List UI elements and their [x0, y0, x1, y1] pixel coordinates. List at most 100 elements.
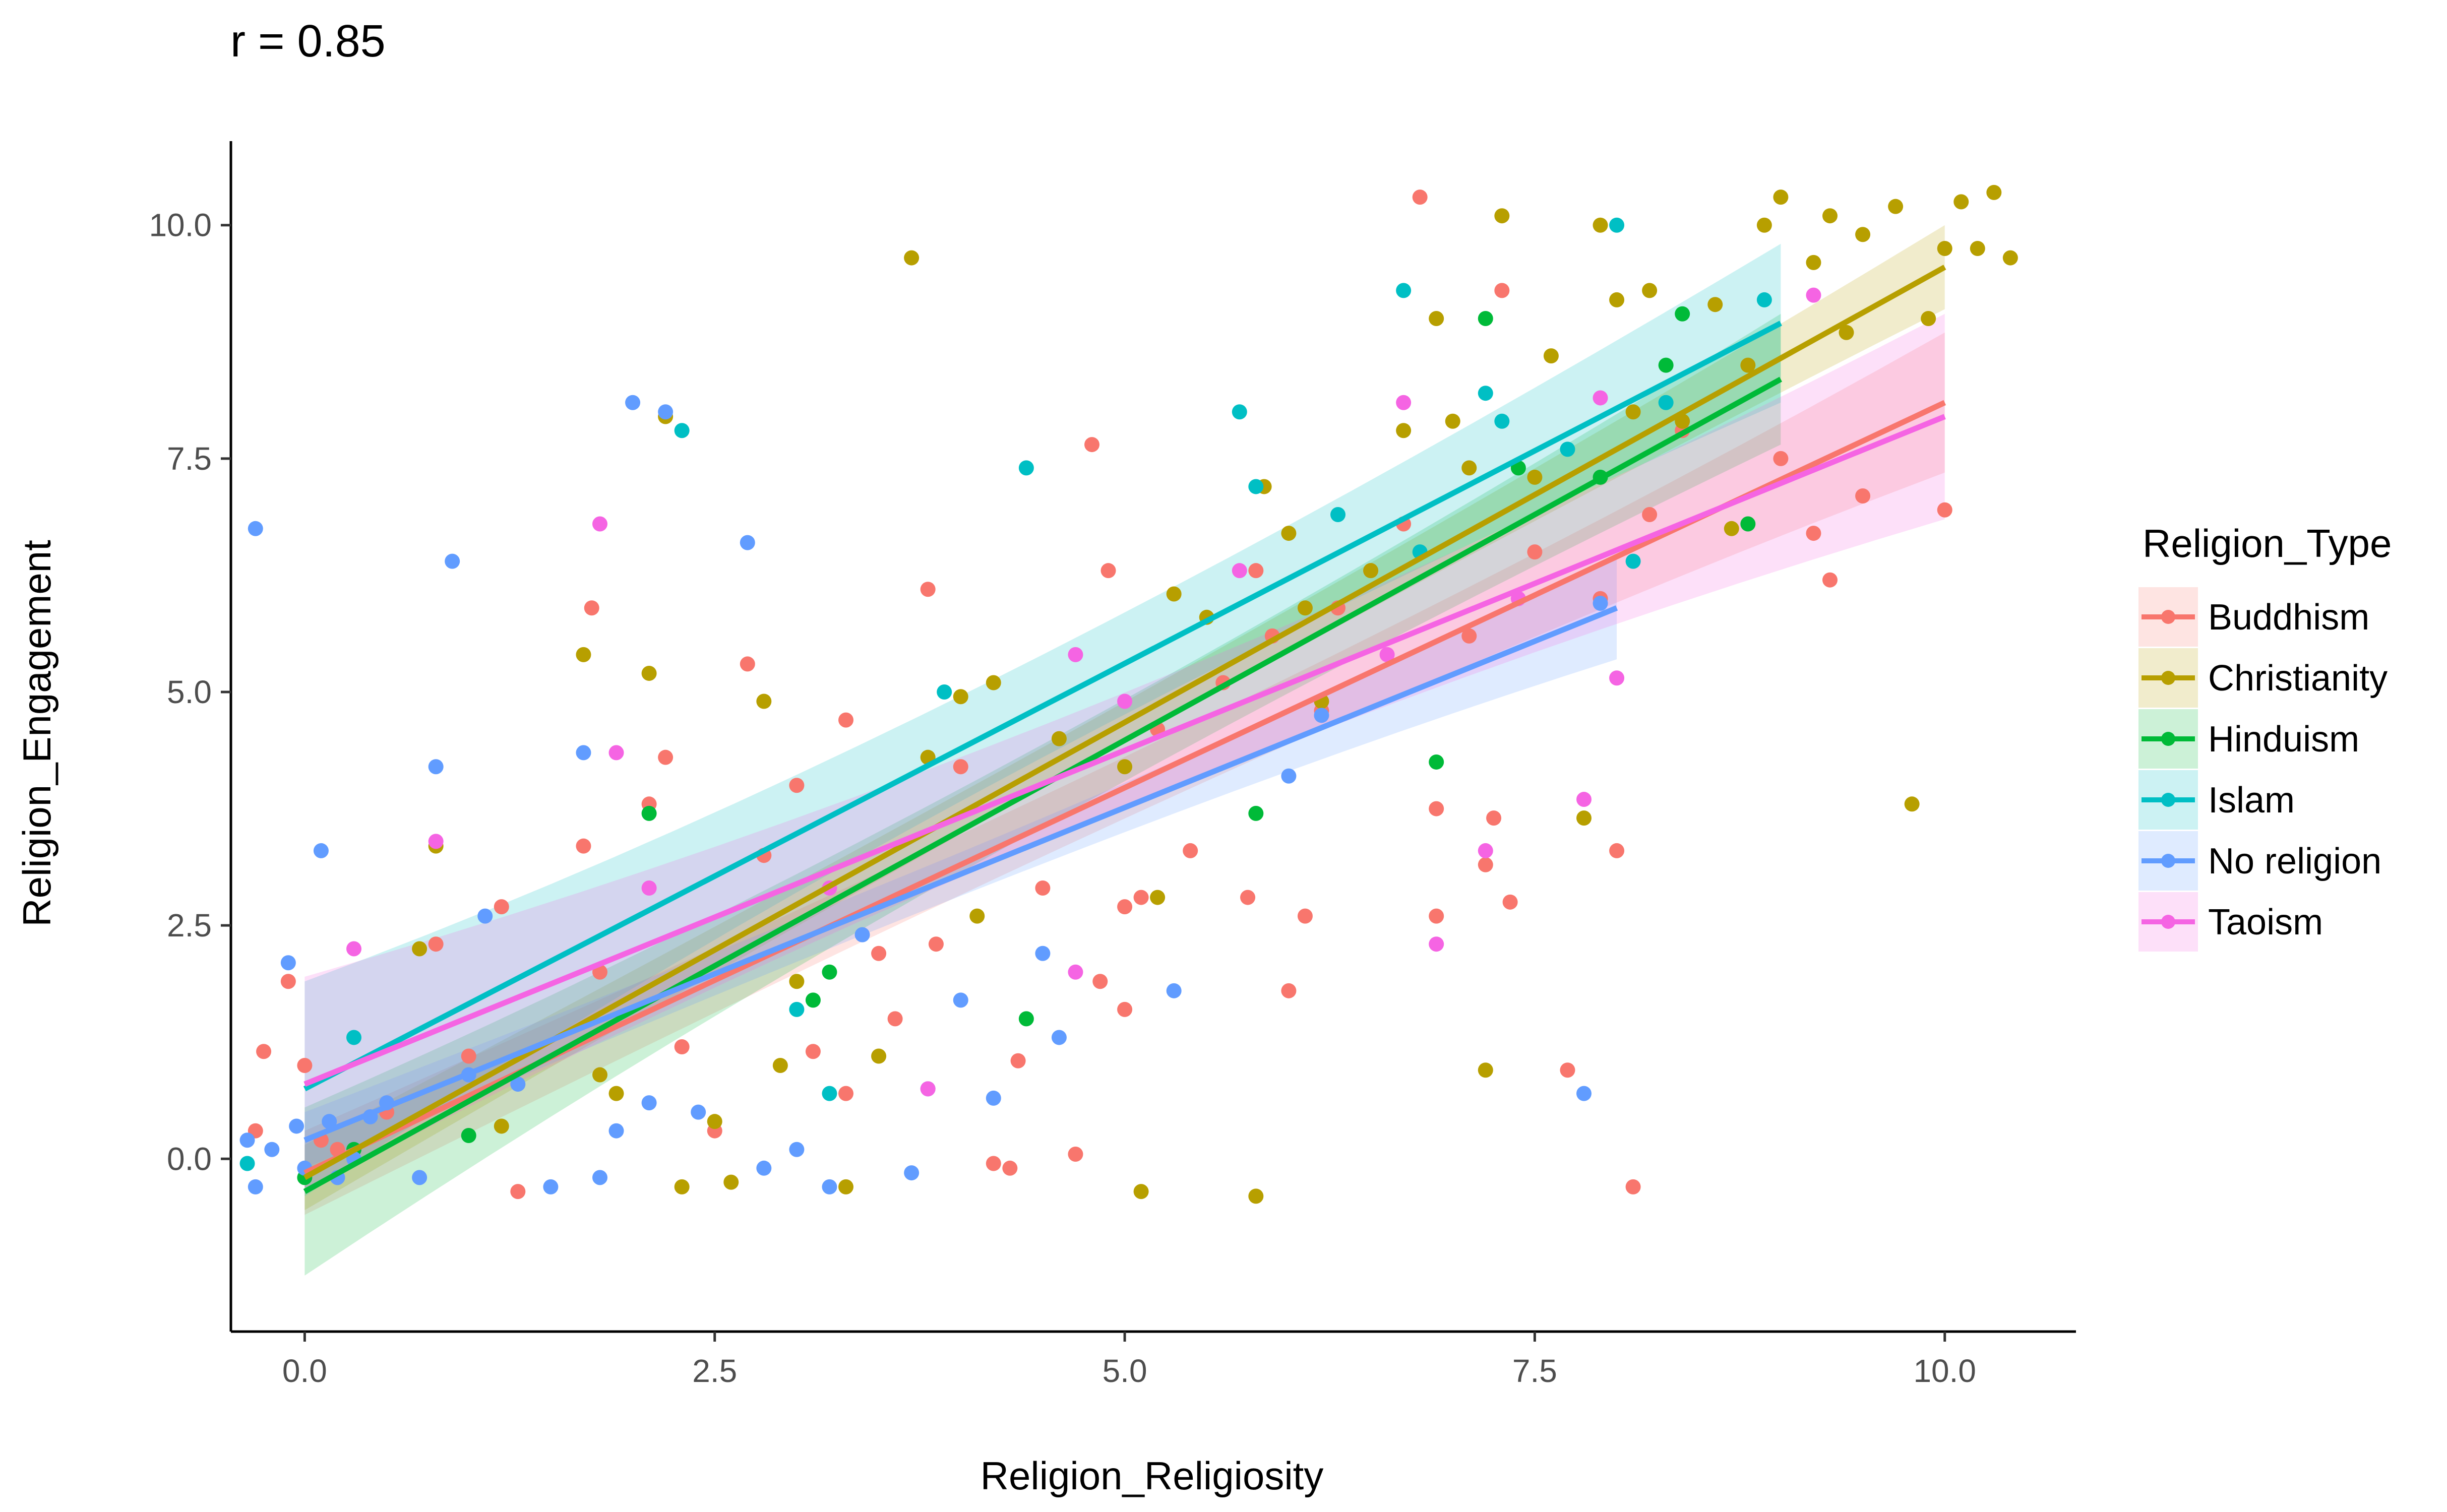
- data-point-buddhism: [1855, 488, 1871, 503]
- data-point-christianity: [1461, 460, 1477, 476]
- data-point-no-religion: [248, 1179, 263, 1194]
- data-point-christianity: [953, 689, 968, 705]
- legend-label: No religion: [2208, 841, 2381, 881]
- legend-item-christianity: Christianity: [2138, 648, 2388, 708]
- data-point-hinduism: [641, 805, 657, 821]
- confidence-band-islam: [304, 243, 1781, 1196]
- data-point-christianity: [1527, 469, 1543, 485]
- data-point-no-religion: [543, 1179, 559, 1194]
- data-point-christianity: [1133, 1184, 1149, 1200]
- data-point-christianity: [1478, 1062, 1493, 1078]
- x-axis-ticks: 0.0 2.5 5.0 7.5 10.0: [282, 1332, 1976, 1389]
- data-point-buddhism: [1937, 502, 1952, 518]
- data-point-christianity: [1773, 190, 1789, 205]
- data-point-buddhism: [928, 936, 944, 952]
- data-point-no-religion: [239, 1132, 255, 1148]
- legend-key-point: [2161, 610, 2175, 624]
- data-point-christianity: [1593, 217, 1608, 233]
- data-point-christianity: [1363, 563, 1379, 579]
- data-point-hinduism: [1248, 805, 1264, 821]
- data-point-christianity: [608, 1086, 624, 1101]
- data-point-no-religion: [445, 553, 460, 569]
- x-tick-label: 2.5: [692, 1353, 737, 1389]
- data-point-buddhism: [1560, 1062, 1575, 1078]
- data-point-buddhism: [740, 656, 755, 672]
- data-point-no-religion: [1576, 1086, 1592, 1101]
- legend-item-no-religion: No religion: [2138, 831, 2381, 891]
- data-point-buddhism: [1281, 983, 1297, 998]
- data-point-buddhism: [838, 1086, 853, 1101]
- data-point-no-religion: [658, 404, 674, 420]
- data-point-christianity: [838, 1179, 853, 1194]
- data-point-islam: [239, 1156, 255, 1171]
- data-point-christianity: [1576, 810, 1592, 826]
- data-point-no-religion: [592, 1170, 607, 1185]
- data-point-christianity: [1297, 600, 1313, 616]
- data-point-no-religion: [953, 992, 968, 1008]
- data-point-christianity: [1543, 348, 1559, 364]
- legend-key-point: [2161, 793, 2175, 807]
- data-point-islam: [1330, 507, 1345, 523]
- y-tick-label: 2.5: [167, 907, 212, 943]
- data-point-christianity: [1494, 208, 1510, 224]
- data-point-buddhism: [805, 1044, 821, 1059]
- x-tick-label: 5.0: [1103, 1353, 1147, 1389]
- data-point-christianity: [789, 974, 805, 989]
- data-point-taoism: [641, 880, 657, 896]
- legend: Religion_Type Buddhism Christianity Hindui…: [2138, 521, 2392, 952]
- data-point-islam: [1396, 283, 1412, 298]
- data-point-buddhism: [256, 1044, 272, 1059]
- data-point-christianity: [1625, 404, 1641, 420]
- data-point-christianity: [1970, 241, 1985, 257]
- data-point-christianity: [1839, 325, 1854, 340]
- data-point-taoism: [1609, 670, 1625, 686]
- y-tick-label: 7.5: [167, 440, 212, 477]
- data-point-buddhism: [1133, 890, 1149, 905]
- data-point-hinduism: [1675, 306, 1690, 322]
- data-point-buddhism: [1297, 908, 1313, 924]
- data-point-christianity: [412, 941, 427, 957]
- data-point-taoism: [1576, 792, 1592, 807]
- y-tick-label: 10.0: [149, 207, 212, 243]
- y-axis-ticks: 0.0 2.5 5.0 7.5 10.0: [149, 207, 231, 1177]
- data-point-taoism: [1117, 694, 1133, 709]
- data-point-christianity: [1707, 297, 1723, 312]
- data-point-buddhism: [1412, 190, 1428, 205]
- data-point-buddhism: [494, 899, 509, 915]
- data-point-buddhism: [871, 946, 887, 961]
- data-point-buddhism: [953, 759, 968, 775]
- data-point-taoism: [428, 834, 444, 849]
- regression-line-islam: [303, 321, 1782, 1092]
- data-point-islam: [1232, 404, 1247, 420]
- data-point-christianity: [592, 1067, 607, 1083]
- legend-title: Religion_Type: [2143, 521, 2392, 565]
- data-point-hinduism: [1478, 310, 1493, 326]
- legend-label: Buddhism: [2208, 597, 2369, 638]
- data-point-buddhism: [920, 582, 936, 597]
- data-point-no-religion: [477, 908, 493, 924]
- data-point-buddhism: [1478, 857, 1493, 872]
- regression-lines: [303, 265, 1946, 1194]
- legend-label: Taoism: [2208, 902, 2323, 942]
- data-point-christianity: [1953, 194, 1969, 210]
- data-point-taoism: [1806, 287, 1821, 303]
- data-point-buddhism: [658, 749, 674, 765]
- data-point-buddhism: [674, 1039, 690, 1054]
- regression-line-buddhism: [303, 400, 1946, 1176]
- data-point-taoism: [1232, 563, 1247, 579]
- data-point-no-religion: [756, 1160, 772, 1176]
- legend-item-hinduism: Hinduism: [2138, 709, 2359, 769]
- data-point-christianity: [674, 1179, 690, 1194]
- data-point-christianity: [723, 1174, 739, 1190]
- data-point-christianity: [1888, 199, 1904, 214]
- data-point-buddhism: [1092, 974, 1108, 989]
- data-point-christianity: [1822, 208, 1838, 224]
- data-point-islam: [1248, 479, 1264, 494]
- data-point-christianity: [1166, 586, 1182, 602]
- legend-label: Hinduism: [2208, 719, 2359, 760]
- data-point-buddhism: [1642, 507, 1658, 523]
- data-point-hinduism: [1018, 1011, 1034, 1027]
- data-point-buddhism: [461, 1048, 476, 1064]
- data-point-christianity: [1855, 227, 1871, 242]
- data-point-christianity: [772, 1058, 788, 1074]
